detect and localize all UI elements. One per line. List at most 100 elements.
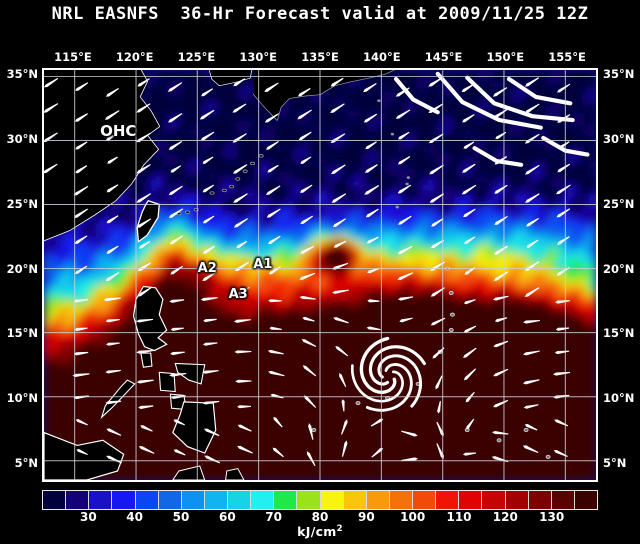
wind-arrow-171 [301, 339, 317, 347]
wind-arrow-88 [202, 215, 215, 224]
wind-arrow-12 [428, 77, 443, 87]
wind-arrow-140 [332, 289, 349, 294]
wind-arrow-101 [106, 245, 119, 254]
wind-arrow-230 [341, 440, 348, 457]
wind-arrow-119 [170, 265, 184, 275]
wind-arrow-233 [436, 443, 444, 460]
wind-arrow-211 [237, 424, 252, 432]
wind-arrow-215 [370, 418, 384, 427]
wind-arrow-137 [234, 286, 250, 297]
colorbar-swatch-17 [436, 491, 460, 509]
wind-arrow-156 [333, 317, 349, 324]
wind-arrow-129 [493, 271, 509, 281]
wind-arrow-183 [235, 379, 252, 383]
lat-tick-right-5: 5°N [603, 455, 627, 470]
wind-arrow-39 [200, 131, 215, 141]
wind-arrow-108 [333, 240, 347, 248]
colorbar-tick-40: 40 [126, 510, 144, 524]
map-annotation-a2: A2 [197, 260, 217, 276]
map-plot-area[interactable] [42, 68, 598, 482]
wind-arrow-131 [556, 266, 570, 276]
ocean-heat-content-field [44, 70, 596, 480]
lat-tick-left-20: 20°N [6, 261, 38, 276]
wind-arrow-173 [432, 347, 445, 359]
wind-arrow-179 [105, 369, 121, 374]
wind-arrow-207 [106, 428, 122, 436]
wind-arrow-3 [137, 78, 150, 87]
wind-arrow-57 [232, 164, 248, 174]
wind-arrow-125 [367, 267, 380, 274]
wind-arrow-72 [202, 184, 214, 193]
wind-arrow-86 [136, 218, 152, 228]
colorbar-swatch-6 [181, 491, 205, 509]
wind-arrow-93 [365, 208, 379, 218]
wind-arrow-187 [435, 375, 443, 390]
colorbar-tick-80: 80 [311, 510, 329, 524]
wind-arrow-115 [556, 236, 570, 245]
wind-arrow-143 [430, 287, 445, 297]
island-micronesia-6 [355, 401, 361, 406]
wind-arrow-212 [273, 416, 283, 428]
wind-arrow-146 [524, 287, 540, 297]
lat-tick-left-15: 15°N [6, 326, 38, 341]
wind-arrow-34 [44, 132, 58, 143]
wind-arrow-234 [462, 452, 477, 456]
wind-arrow-44 [365, 141, 377, 150]
wind-arrow-188 [463, 368, 477, 381]
figure-title: NRL EASNFS 36-Hr Forecast valid at 2009/… [51, 4, 589, 24]
island-ryukyu-5 [221, 188, 227, 193]
wind-arrow-37 [136, 132, 151, 143]
wind-arrow-196 [202, 400, 220, 405]
wind-arrow-4 [167, 82, 183, 92]
land-luzon [132, 285, 168, 352]
wind-arrow-159 [430, 317, 446, 326]
wind-arrow-112 [464, 236, 476, 244]
wind-arrow-77 [364, 184, 380, 195]
wind-arrow-75 [300, 184, 313, 193]
island-bonin-1 [405, 182, 409, 186]
wind-arrow-68 [73, 185, 89, 196]
wind-arrow-174 [462, 347, 477, 358]
wind-arrow-172 [335, 346, 349, 357]
colorbar-swatch-16 [413, 491, 437, 509]
wind-arrow-36 [105, 131, 119, 141]
wind-arrow-152 [203, 318, 217, 323]
wind-arrow-185 [302, 365, 317, 377]
colorbar-swatch-2 [89, 491, 113, 509]
lat-tick-right-35: 35°N [603, 67, 635, 82]
wind-arrow-114 [526, 239, 539, 248]
lon-tick-145: 145°E [424, 50, 463, 64]
wind-arrow-54 [136, 163, 151, 174]
wind-arrow-138 [268, 299, 282, 303]
colorbar-swatch-10 [274, 491, 298, 509]
wind-arrow-198 [270, 393, 284, 399]
colorbar[interactable] [42, 490, 598, 510]
island-bonin-3 [377, 99, 381, 103]
wind-arrow-135 [169, 299, 185, 303]
wind-arrow-158 [399, 317, 413, 323]
wind-arrow-147 [555, 300, 570, 304]
wind-arrow-237 [553, 449, 568, 458]
wind-arrow-148 [74, 327, 88, 331]
wind-arrow-204 [523, 404, 539, 409]
cyclone-spiral-arm-2 [377, 354, 423, 408]
lat-lon-gridlines [44, 70, 596, 480]
land-china [44, 70, 160, 241]
wind-arrow-90 [266, 208, 281, 218]
island-ryukyu-0 [235, 177, 241, 181]
island-micronesia-7 [523, 427, 529, 433]
colorbar-tick-70: 70 [265, 510, 283, 524]
wind-arrow-38 [168, 141, 183, 150]
wind-arrow-69 [106, 184, 119, 193]
wind-arrow-216 [401, 430, 418, 437]
land-halmahera [225, 467, 245, 480]
wind-arrow-184 [268, 370, 285, 377]
island-micronesia-1 [450, 312, 455, 317]
wind-arrow-19 [104, 110, 120, 120]
wind-arrow-228 [272, 447, 284, 458]
wind-arrow-190 [522, 379, 540, 385]
colorbar-swatch-5 [158, 491, 182, 509]
wind-arrow-21 [168, 112, 183, 123]
wind-arrow-94 [398, 215, 412, 225]
colorbar-swatch-14 [366, 491, 390, 509]
